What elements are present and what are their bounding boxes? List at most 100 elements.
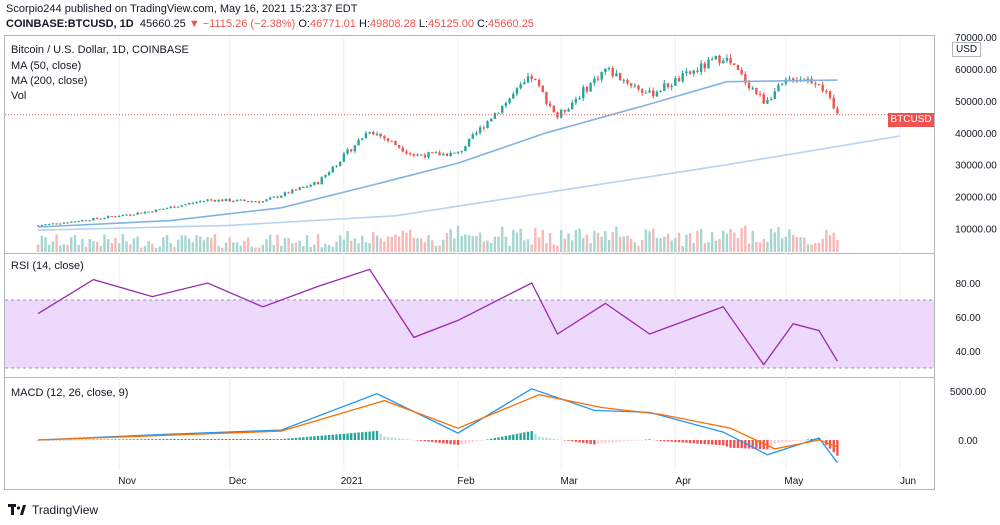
candle-body [114, 216, 117, 218]
volume-bar [239, 245, 242, 252]
macd-histogram-bar [283, 438, 287, 440]
macd-histogram-bar [729, 440, 732, 448]
volume-bar [302, 246, 305, 252]
currency-badge[interactable]: USD [952, 42, 982, 57]
volume-bar [703, 243, 707, 252]
high-label: H: [358, 18, 370, 30]
candle-body [722, 60, 725, 64]
macd-histogram-bar [276, 439, 279, 440]
macd-histogram-bar [766, 440, 769, 450]
candle-body [195, 202, 198, 204]
macd-histogram-bar [663, 440, 666, 442]
pane-separator-macd[interactable] [4, 377, 935, 378]
volume-bar [493, 236, 497, 252]
candle-body [125, 214, 128, 216]
macd-histogram-bar [350, 433, 353, 440]
volume-bar [291, 243, 294, 252]
volume-bar [73, 235, 77, 252]
macd-histogram-bar [187, 439, 191, 440]
volume-bar [821, 238, 824, 252]
macd-histogram-bar [110, 439, 114, 440]
rsi-legend[interactable]: RSI (14, close) [11, 260, 84, 272]
candle-body [526, 76, 530, 83]
volume-bar [368, 243, 371, 252]
macd-histogram-bar [836, 440, 839, 456]
macd-histogram-bar [526, 431, 530, 440]
macd-histogram-bar [810, 438, 813, 440]
candle-body [59, 223, 62, 225]
candle-body [427, 152, 430, 158]
volume-bar [327, 244, 331, 252]
volume-legend[interactable]: Vol [11, 90, 27, 102]
candle-body [688, 71, 692, 74]
volume-bar [582, 237, 585, 252]
macd-histogram-bar [338, 434, 342, 440]
candle-body [331, 166, 335, 173]
candle-body [257, 201, 261, 203]
macd-histogram-bar [114, 439, 117, 440]
candle-body [246, 200, 250, 202]
macd-histogram-bar [629, 440, 633, 441]
volume-bar [501, 226, 504, 252]
volume-bar [386, 236, 390, 252]
candle-body [173, 206, 176, 208]
macd-histogram-bar [681, 440, 684, 443]
macd-histogram-bar [707, 440, 710, 445]
volume-bar [55, 234, 58, 252]
candle-body [471, 134, 474, 139]
price-pane-title: Bitcoin / U.S. Dollar, 1D, COINBASE [11, 44, 189, 56]
volume-bar [817, 243, 821, 252]
candle-body [221, 199, 224, 202]
ma200-legend[interactable]: MA (200, close) [11, 75, 88, 87]
candle-body [51, 223, 55, 225]
volume-bar [777, 226, 780, 252]
candle-body [232, 201, 235, 203]
macd-histogram-bar [718, 440, 721, 446]
candle-body [486, 121, 489, 129]
chart-frame[interactable] [4, 35, 935, 490]
pane-separator-rsi[interactable] [4, 253, 935, 254]
candle-body [629, 83, 633, 86]
candle-body [552, 105, 555, 113]
candle-body [692, 70, 695, 74]
volume-bar [416, 238, 419, 252]
macd-legend[interactable]: MACD (12, 26, close, 9) [11, 387, 129, 399]
macd-histogram-bar [519, 433, 522, 440]
ma50-legend[interactable]: MA (50, close) [11, 60, 82, 72]
candle-body [729, 58, 732, 64]
volume-bar [799, 237, 802, 252]
macd-histogram-bar [574, 440, 578, 442]
volume-bar [699, 229, 703, 252]
volume-bar [180, 235, 183, 252]
volume-bar [397, 236, 401, 252]
volume-bar [125, 241, 128, 252]
macd-histogram-bar [136, 439, 139, 440]
macd-histogram-bar [537, 436, 541, 440]
volume-bar [287, 238, 290, 252]
volume-bar [545, 243, 548, 252]
volume-bar [132, 238, 136, 252]
candle-body [99, 218, 102, 220]
macd-axis-label: 5000.00 [950, 387, 987, 398]
footer-brand[interactable]: TradingView [8, 503, 98, 517]
macd-histogram-bar [158, 439, 161, 440]
open-value: 46771.01 [310, 18, 356, 30]
candle-body [618, 73, 622, 81]
volume-bar [810, 244, 813, 252]
volume-bar [217, 245, 220, 252]
candle-body [534, 78, 537, 80]
volume-bar [618, 236, 622, 252]
volume-bar [235, 242, 239, 252]
close-value: 45660.25 [488, 18, 534, 30]
volume-bar [600, 236, 603, 252]
macd-histogram-bar [132, 439, 136, 440]
macd-histogram-bar [567, 440, 570, 441]
candle-body [176, 206, 180, 208]
macd-histogram-bar [125, 439, 128, 440]
volume-bar [232, 242, 235, 252]
price-axis-label: 50000.00 [955, 97, 997, 108]
volume-bar [353, 238, 357, 252]
volume-bar [692, 242, 695, 252]
macd-histogram-bar [55, 439, 58, 441]
